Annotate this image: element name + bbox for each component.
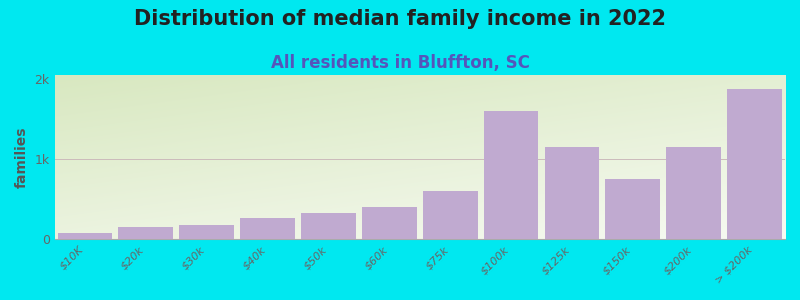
Bar <box>423 191 478 239</box>
Bar <box>606 179 660 239</box>
Bar <box>666 147 721 239</box>
Bar <box>179 225 234 239</box>
Bar <box>118 227 174 239</box>
Bar <box>240 218 295 239</box>
Text: Distribution of median family income in 2022: Distribution of median family income in … <box>134 9 666 29</box>
Text: All residents in Bluffton, SC: All residents in Bluffton, SC <box>270 54 530 72</box>
Bar <box>484 111 538 239</box>
Bar <box>58 233 112 239</box>
Y-axis label: families: families <box>15 126 29 188</box>
Bar <box>301 213 356 239</box>
Bar <box>545 147 599 239</box>
Bar <box>727 89 782 239</box>
Bar <box>362 207 417 239</box>
